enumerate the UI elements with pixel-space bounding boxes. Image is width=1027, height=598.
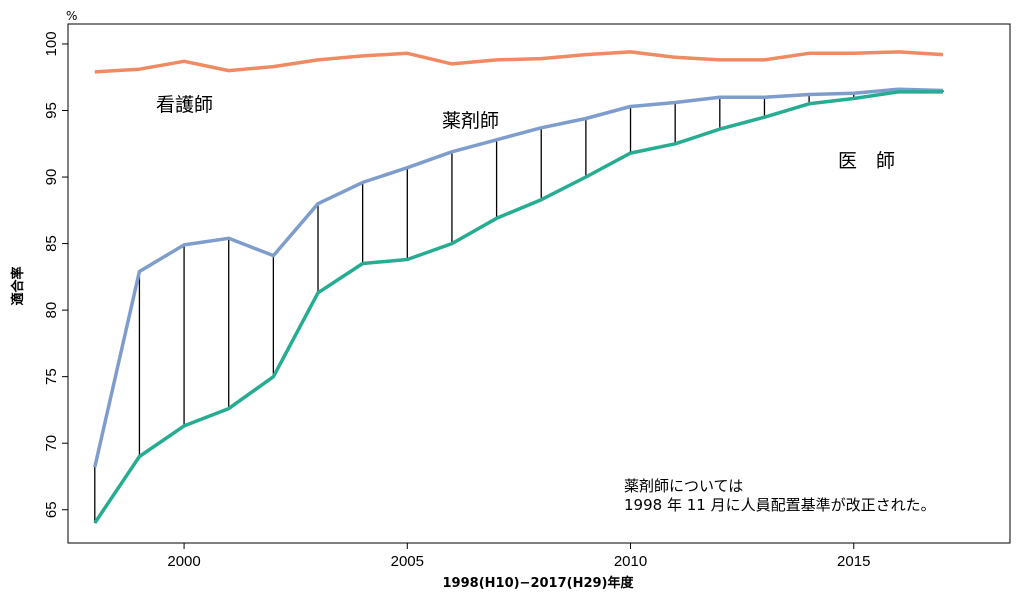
y-tick-label-95: 95 bbox=[43, 102, 60, 119]
y-tick-label-100: 100 bbox=[43, 31, 60, 56]
series-label-nurse: 看護師 bbox=[156, 94, 213, 116]
gap-lines bbox=[94, 89, 944, 524]
y-tick-label-70: 70 bbox=[43, 435, 60, 452]
series-lines bbox=[93, 50, 944, 524]
series-label-physician: 医 師 bbox=[838, 150, 895, 172]
plot-frame bbox=[67, 23, 1011, 544]
x-tick-label-2005: 2005 bbox=[391, 553, 424, 570]
series-line-pharmacist bbox=[93, 87, 944, 468]
series-line-nurse bbox=[94, 50, 944, 74]
x-tick-label-2010: 2010 bbox=[614, 553, 647, 570]
y-axis: 65 70 75 80 85 90 95 100 bbox=[43, 31, 68, 518]
x-tick-label-2000: 2000 bbox=[167, 553, 200, 570]
x-tick-label-2015: 2015 bbox=[837, 553, 870, 570]
y-unit-label: % bbox=[66, 9, 77, 23]
y-tick-label-65: 65 bbox=[43, 501, 60, 518]
annotation-line-2: 1998 年 11 月に人員配置基準が改正された。 bbox=[624, 496, 936, 514]
y-axis-title: 適合率 bbox=[10, 266, 26, 305]
y-tick-label-75: 75 bbox=[43, 368, 60, 385]
series-label-pharmacist: 薬剤師 bbox=[442, 110, 499, 132]
series-line-physician bbox=[93, 90, 943, 524]
y-tick-label-90: 90 bbox=[43, 169, 60, 186]
x-axis: 2000 2005 2010 2015 bbox=[167, 543, 870, 570]
y-tick-label-80: 80 bbox=[43, 302, 60, 319]
x-axis-title: 1998(H10)−2017(H29)年度 bbox=[443, 575, 635, 591]
y-tick-label-85: 85 bbox=[43, 235, 60, 252]
annotation-line-1: 薬剤師については bbox=[624, 477, 743, 495]
